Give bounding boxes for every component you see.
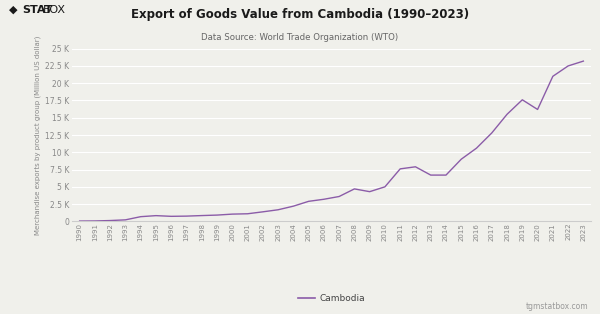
Text: BOX: BOX	[43, 5, 66, 15]
Text: Data Source: World Trade Organization (WTO): Data Source: World Trade Organization (W…	[202, 33, 398, 42]
Legend: Cambodia: Cambodia	[295, 290, 368, 307]
Text: STAT: STAT	[22, 5, 53, 15]
Text: tgmstatbox.com: tgmstatbox.com	[526, 302, 588, 311]
Y-axis label: Merchandise exports by product group (Million US dollar): Merchandise exports by product group (Mi…	[34, 35, 41, 235]
Text: ◆: ◆	[9, 5, 22, 15]
Text: Export of Goods Value from Cambodia (1990–2023): Export of Goods Value from Cambodia (199…	[131, 8, 469, 21]
